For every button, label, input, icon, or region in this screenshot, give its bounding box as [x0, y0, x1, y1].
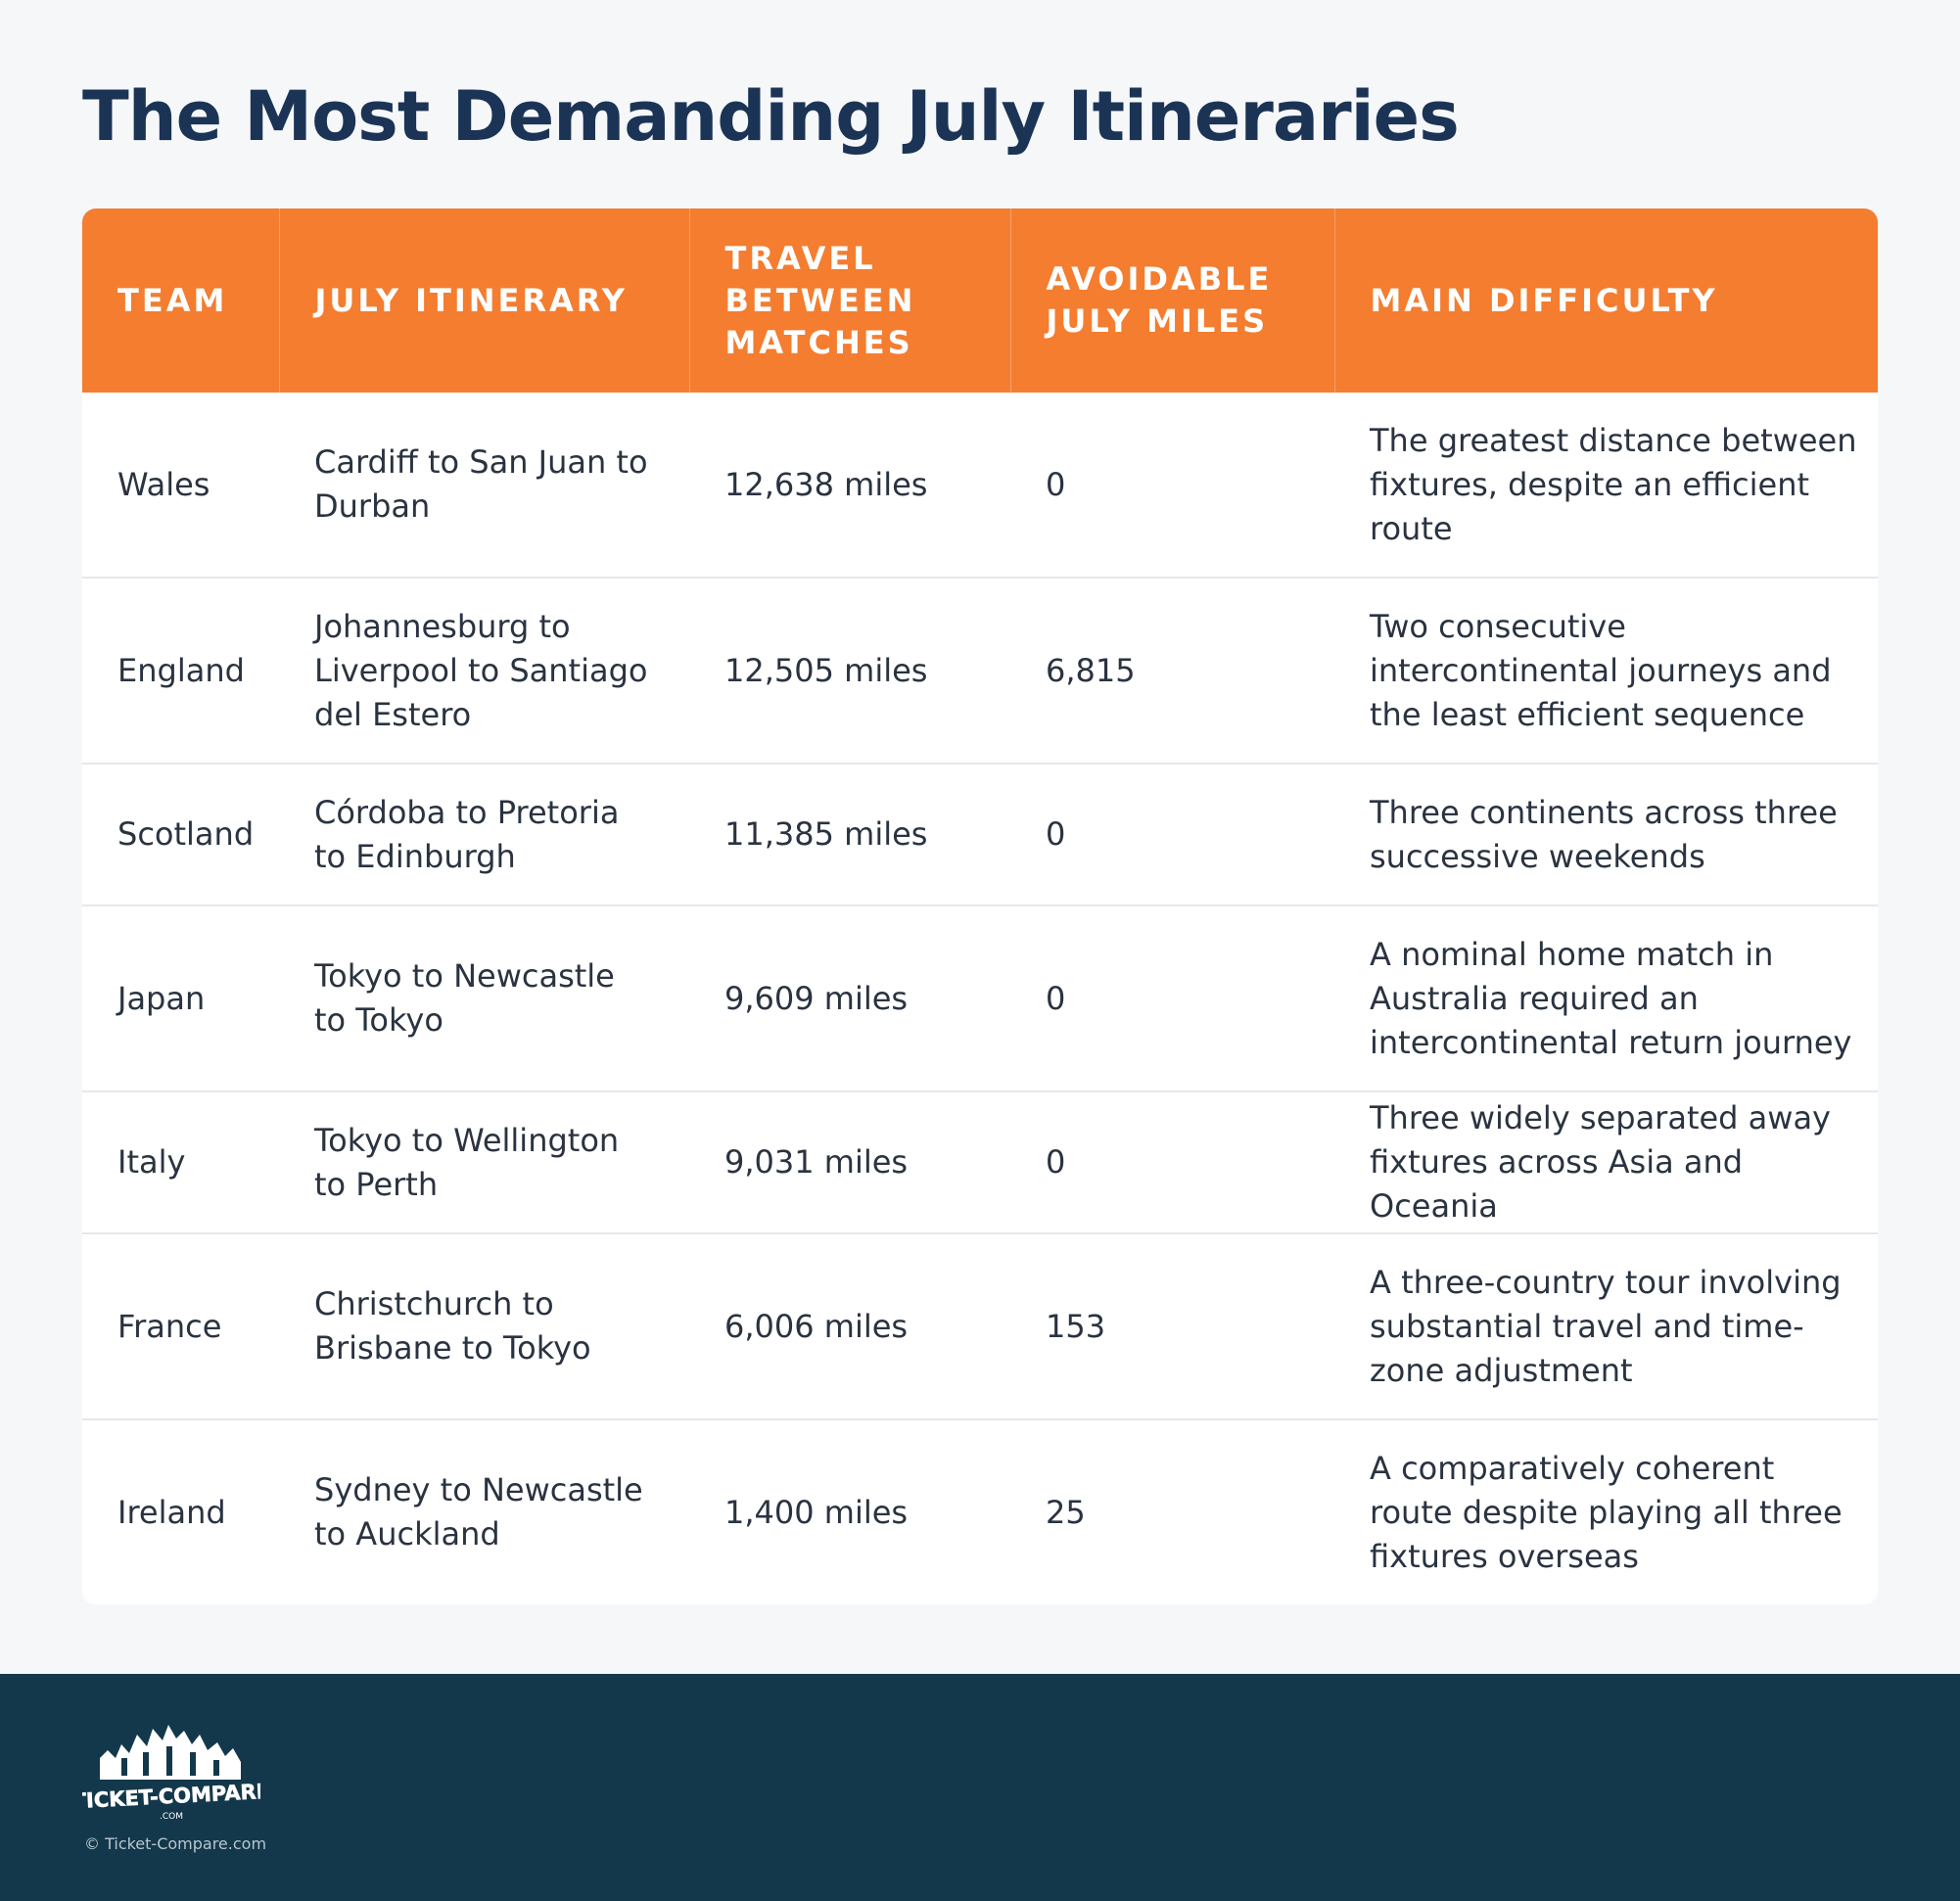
table-row: Scotland Córdoba to Pretoria to Edinburg…	[82, 763, 1878, 905]
header-main-difficulty: MAIN DIFFICULTY	[1333, 209, 1878, 393]
header-travel-between-matches: TRAVEL BETWEEN MATCHES	[688, 209, 1010, 393]
itineraries-table: TEAM JULY ITINERARY TRAVEL BETWEEN MATCH…	[82, 209, 1878, 1604]
difficulty-cell: Three widely separated away fixtures acr…	[1334, 1090, 1878, 1233]
itinerary-cell: Tokyo to Newcastle to Tokyo	[279, 904, 689, 1091]
team-cell: England	[82, 577, 279, 764]
avoidable-cell: 0	[1010, 763, 1334, 905]
difficulty-cell: Two consecutive intercontinental journey…	[1334, 577, 1878, 764]
travel-cell: 11,385 miles	[689, 763, 1010, 905]
avoidable-cell: 6,815	[1010, 577, 1334, 764]
logo-subtext: .COM	[160, 1812, 183, 1822]
table-row: Ireland Sydney to Newcastle to Auckland …	[82, 1418, 1878, 1604]
table-body: Wales Cardiff to San Juan to Durban 12,6…	[82, 393, 1878, 1604]
ticket-compare-logo: TICKET-COMPARE .COM	[82, 1725, 260, 1822]
table-row: France Christchurch to Brisbane to Tokyo…	[82, 1232, 1878, 1419]
team-cell: Italy	[82, 1090, 279, 1233]
avoidable-cell: 0	[1010, 1090, 1334, 1233]
table: TEAM JULY ITINERARY TRAVEL BETWEEN MATCH…	[82, 209, 1878, 1604]
team-cell: Wales	[117, 465, 210, 503]
difficulty-cell: A nominal home match in Australia requir…	[1334, 904, 1878, 1091]
copyright-text: © Ticket-Compare.com	[84, 1834, 267, 1853]
table-header: TEAM JULY ITINERARY TRAVEL BETWEEN MATCH…	[82, 209, 1878, 393]
table-row: Wales Cardiff to San Juan to Durban 12,6…	[82, 393, 1878, 578]
travel-cell: 12,505 miles	[689, 577, 1010, 764]
travel-cell: 9,609 miles	[689, 904, 1010, 1091]
difficulty-cell: The greatest distance between fixtures, …	[1370, 421, 1857, 547]
team-cell: France	[82, 1232, 279, 1419]
itinerary-cell: Christchurch to Brisbane to Tokyo	[279, 1232, 689, 1419]
difficulty-cell: A three-country tour involving substanti…	[1334, 1232, 1878, 1419]
footer: TICKET-COMPARE .COM © Ticket-Compare.com	[0, 1674, 1960, 1901]
avoidable-cell: 0	[1010, 904, 1334, 1091]
itinerary-cell: Tokyo to Wellington to Perth	[279, 1090, 689, 1233]
avoidable-cell: 25	[1010, 1418, 1334, 1604]
avoidable-cell: 153	[1010, 1232, 1334, 1419]
travel-cell: 6,006 miles	[689, 1232, 1010, 1419]
team-cell: Japan	[82, 904, 279, 1091]
table-row: Italy Tokyo to Wellington to Perth 9,031…	[82, 1090, 1878, 1233]
travel-cell: 12,638 miles	[724, 465, 928, 503]
travel-cell: 1,400 miles	[689, 1418, 1010, 1604]
header-july-itinerary: JULY ITINERARY	[278, 209, 689, 393]
team-cell: Scotland	[82, 763, 279, 905]
header-row: TEAM JULY ITINERARY TRAVEL BETWEEN MATCH…	[82, 209, 1878, 393]
itinerary-cell: Sydney to Newcastle to Auckland	[279, 1418, 689, 1604]
itinerary-cell: Córdoba to Pretoria to Edinburgh	[279, 763, 689, 905]
header-team: TEAM	[82, 209, 279, 393]
itinerary-cell: Johannesburg to Liverpool to Santiago de…	[279, 577, 689, 764]
table-row: England Johannesburg to Liverpool to San…	[82, 577, 1878, 764]
table-row: Japan Tokyo to Newcastle to Tokyo 9,609 …	[82, 904, 1878, 1091]
avoidable-cell: 0	[1046, 465, 1066, 503]
difficulty-cell: A comparatively coherent route despite p…	[1334, 1418, 1878, 1604]
team-cell: Ireland	[82, 1418, 279, 1604]
page-title: The Most Demanding July Itineraries	[82, 76, 1460, 157]
travel-cell: 9,031 miles	[689, 1090, 1010, 1233]
itinerary-cell: Cardiff to San Juan to Durban	[314, 443, 648, 525]
logo-wordmark: TICKET-COMPARE	[82, 1780, 260, 1814]
difficulty-cell: Three continents across three successive…	[1334, 763, 1878, 905]
header-avoidable-july-miles: AVOIDABLE JULY MILES	[1009, 209, 1334, 393]
